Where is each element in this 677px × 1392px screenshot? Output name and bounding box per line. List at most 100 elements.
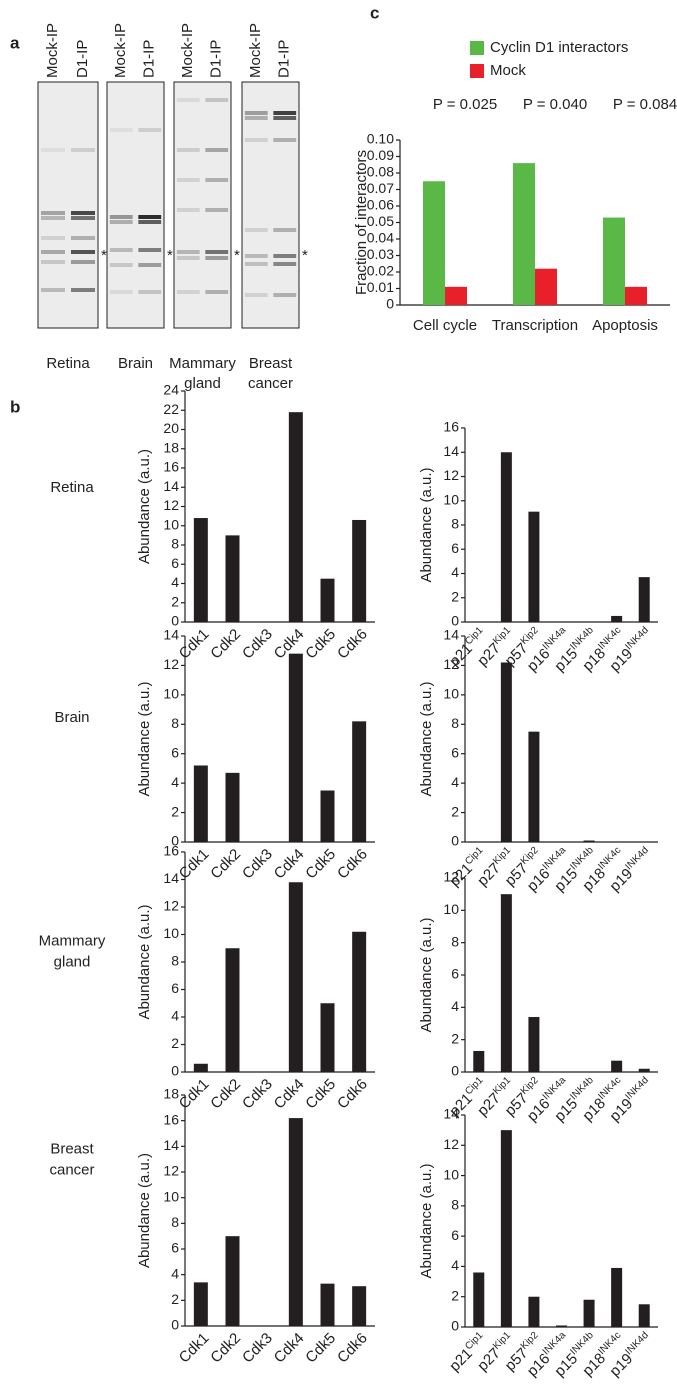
bar [513, 163, 535, 305]
category-superscript: Kip1 [491, 1074, 513, 1096]
y-tick-label: 12 [443, 869, 459, 885]
gel-band [109, 220, 133, 224]
p-value: P = 0.084 [613, 96, 677, 113]
tissue-label: Retina [46, 355, 90, 372]
category-superscript: Cip1 [463, 1074, 486, 1097]
lane-label: Mock-IP [44, 23, 61, 78]
y-tick-label: 6 [171, 980, 179, 996]
gel-band [41, 216, 65, 220]
gel-band [205, 178, 229, 182]
lane-label: Mock-IP [247, 23, 264, 78]
bar [225, 535, 240, 622]
bar [611, 1267, 623, 1327]
x-tick-label: Cdk1 [176, 626, 213, 663]
gel-band [71, 148, 95, 152]
y-axis-label: Abundance (a.u.) [418, 681, 435, 796]
y-tick-label: 10 [443, 901, 459, 917]
y-tick-label: 14 [163, 627, 179, 643]
y-tick-label: 2 [171, 593, 179, 609]
category-name: Cdk6 [334, 846, 371, 883]
y-tick-label: 6 [451, 540, 459, 556]
gel-band [41, 250, 65, 254]
category-name: Cdk1 [176, 1330, 213, 1367]
y-tick-label: 16 [443, 419, 459, 435]
category-superscript: INK4d [623, 845, 650, 872]
y-tick-label: 14 [443, 627, 459, 643]
gel-band [176, 208, 200, 212]
y-tick-label: 0 [171, 1063, 179, 1079]
tissue-label: Brain [118, 355, 153, 372]
category-name: Cdk1 [176, 846, 213, 883]
y-tick-label: 12 [163, 497, 179, 513]
y-tick-label: 14 [163, 478, 179, 494]
x-tick-label: Cdk5 [302, 1330, 339, 1367]
gel-band [138, 128, 162, 132]
y-tick-label: 2 [451, 588, 459, 604]
y-tick-label: 0 [451, 613, 459, 629]
row-label: Retina [50, 479, 94, 496]
bar [473, 1050, 485, 1072]
gel-band [41, 260, 65, 264]
category-superscript: INK4d [623, 1330, 650, 1357]
gel-band [273, 254, 297, 258]
x-tick-label: Transcription [492, 317, 578, 334]
y-tick-label: 4 [451, 564, 459, 580]
bar [352, 1286, 367, 1326]
x-tick-label: Cdk2 [207, 626, 244, 663]
row-label: Mammary [39, 932, 106, 949]
x-tick-label: Cdk6 [334, 846, 371, 883]
y-tick-label: 12 [163, 656, 179, 672]
gel-band [138, 248, 162, 252]
gel [173, 81, 232, 329]
y-tick-label: 0.08 [367, 164, 394, 180]
y-tick-label: 0 [171, 833, 179, 849]
y-tick-label: 0.09 [367, 147, 394, 163]
band-marker: * [302, 247, 308, 264]
y-tick-label: 0.03 [367, 246, 394, 262]
y-tick-label: 8 [451, 715, 459, 731]
gel-band [244, 111, 268, 115]
gel-band [138, 290, 162, 294]
bar [473, 1272, 485, 1327]
lane-label: D1-IP [276, 40, 293, 78]
bar [225, 772, 240, 842]
tissue-label: cancer [248, 375, 293, 392]
band-marker: * [101, 247, 107, 264]
y-tick-label: 8 [171, 715, 179, 731]
y-tick-label: 6 [451, 1227, 459, 1243]
category-name: Cdk5 [302, 1076, 339, 1113]
gel-band [273, 116, 297, 120]
y-tick-label: 0 [451, 833, 459, 849]
y-tick-label: 12 [443, 1136, 459, 1152]
x-tick-label: Cdk3 [239, 626, 276, 663]
gel-band [71, 250, 95, 254]
bar [556, 1325, 567, 1327]
y-axis-label: Abundance (a.u.) [418, 917, 435, 1032]
gel-band [41, 148, 65, 152]
y-tick-label: 20 [163, 420, 179, 436]
gel-band [41, 288, 65, 292]
x-tick-label: Cdk3 [239, 1330, 276, 1367]
category-name: Cdk6 [334, 1076, 371, 1113]
x-tick-label: Cell cycle [413, 317, 477, 334]
y-tick-label: 10 [443, 686, 459, 702]
gel-band [138, 220, 162, 224]
x-tick-label: Cdk3 [239, 1076, 276, 1113]
y-axis-label: Abundance (a.u.) [418, 467, 435, 582]
bar [320, 1003, 335, 1072]
gel-band [273, 262, 297, 266]
y-tick-label: 12 [163, 898, 179, 914]
lane-label: D1-IP [141, 40, 158, 78]
y-axis-label: Abundance (a.u.) [136, 1153, 153, 1268]
y-tick-label: 0 [386, 296, 394, 312]
category-name: Cdk3 [239, 1076, 276, 1113]
gel-band [273, 228, 297, 232]
category-superscript: Kip2 [518, 1074, 540, 1096]
gel [241, 81, 300, 329]
category-superscript: INK4d [623, 1075, 650, 1102]
y-tick-label: 6 [171, 555, 179, 571]
bar [611, 615, 623, 622]
category-name: Cdk5 [302, 1330, 339, 1367]
gel-band [244, 293, 268, 297]
gel-band [41, 236, 65, 240]
